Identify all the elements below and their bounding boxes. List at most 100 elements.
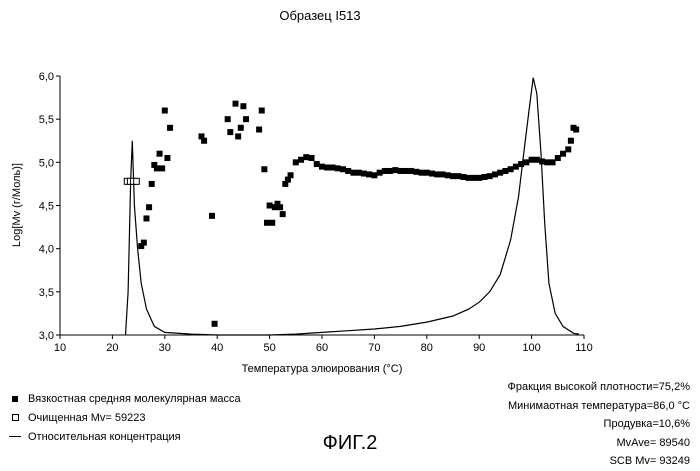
data-point-viscosity <box>387 168 393 174</box>
chart-title: Образец I513 <box>279 8 360 23</box>
data-point-viscosity <box>403 168 409 174</box>
data-point-viscosity <box>497 170 503 176</box>
data-point-viscosity <box>529 157 535 163</box>
y-tick-label: 5,5 <box>39 114 54 126</box>
data-point-viscosity <box>392 167 398 173</box>
data-point-viscosity <box>550 159 556 165</box>
data-point-viscosity <box>314 161 320 167</box>
data-point-viscosity <box>157 151 163 157</box>
y-tick-label: 4,5 <box>39 201 54 213</box>
data-point-viscosity <box>350 170 356 176</box>
y-tick-label: 4,0 <box>39 244 54 256</box>
data-point-viscosity <box>162 108 168 114</box>
data-point-viscosity <box>534 157 540 163</box>
data-point-viscosity <box>235 133 241 139</box>
stat-minimum-temperature: Минимаотная температура=86,0 °C <box>507 397 690 416</box>
data-point-viscosity <box>492 171 498 177</box>
x-tick-label: 100 <box>522 342 540 354</box>
y-tick-label: 6,0 <box>39 71 54 83</box>
x-tick-label: 110 <box>575 342 593 354</box>
data-point-viscosity <box>146 204 152 210</box>
data-point-viscosity <box>450 173 456 179</box>
data-point-viscosity <box>269 220 275 226</box>
data-point-viscosity <box>445 172 451 178</box>
data-point-viscosity <box>560 151 566 157</box>
data-point-viscosity <box>429 171 435 177</box>
y-axis-label: Log[Mv (г/Моль)] <box>11 163 23 247</box>
data-point-viscosity <box>508 166 514 172</box>
data-point-viscosity <box>518 161 524 167</box>
data-point-viscosity <box>555 155 561 161</box>
filled-square-marker-icon <box>8 396 22 402</box>
data-point-viscosity <box>288 172 294 178</box>
data-point-viscosity <box>424 170 430 176</box>
data-point-purified <box>134 178 140 184</box>
data-point-viscosity <box>361 171 367 177</box>
series-line-concentration <box>126 78 579 335</box>
data-point-viscosity <box>277 204 283 210</box>
data-point-viscosity <box>280 211 286 217</box>
x-axis-label: Температура элюирования (°C) <box>242 363 403 375</box>
data-point-viscosity <box>481 174 487 180</box>
data-point-viscosity <box>398 168 404 174</box>
data-point-viscosity <box>502 168 508 174</box>
data-point-viscosity <box>201 138 207 144</box>
legend-label: Очищенная Mv= 59223 <box>28 412 146 424</box>
data-point-viscosity <box>243 116 249 122</box>
x-tick-label: 60 <box>316 342 328 354</box>
legend-item-viscosity: Вязкостная средняя молекулярная масса <box>8 389 241 408</box>
data-point-viscosity <box>377 170 383 176</box>
data-point-viscosity <box>455 173 461 179</box>
data-point-viscosity <box>371 172 377 178</box>
data-point-viscosity <box>319 164 325 170</box>
x-tick-label: 30 <box>159 342 171 354</box>
plot-area: 1020304050607080901001103,03,54,04,55,05… <box>39 71 593 354</box>
data-point-viscosity <box>544 159 550 165</box>
data-point-viscosity <box>225 116 231 122</box>
data-point-viscosity <box>565 146 571 152</box>
stat-purge: Продувка=10,6% <box>507 415 690 434</box>
data-point-viscosity <box>366 171 372 177</box>
data-point-viscosity <box>298 157 304 163</box>
data-point-viscosity <box>256 127 262 133</box>
data-point-viscosity <box>212 321 218 327</box>
data-point-viscosity <box>238 125 244 131</box>
legend-label: Вязкостная средняя молекулярная масса <box>28 393 241 405</box>
x-tick-label: 80 <box>421 342 433 354</box>
data-point-viscosity <box>303 154 309 160</box>
x-tick-label: 10 <box>54 342 66 354</box>
y-tick-label: 3,0 <box>39 330 54 342</box>
y-tick-label: 5,0 <box>39 157 54 169</box>
data-point-viscosity <box>413 169 419 175</box>
data-point-viscosity <box>149 181 155 187</box>
statistics-block: Фракция высокой плотности=75,2% Минимаот… <box>507 378 690 471</box>
data-point-viscosity <box>233 101 239 107</box>
data-point-viscosity <box>539 158 545 164</box>
open-square-marker-icon <box>8 414 22 421</box>
data-point-viscosity <box>345 168 351 174</box>
x-tick-label: 70 <box>368 342 380 354</box>
data-point-viscosity <box>143 215 149 221</box>
figure-label: ФИГ.2 <box>0 432 700 455</box>
x-tick-label: 90 <box>473 342 485 354</box>
stat-high-density-fraction: Фракция высокой плотности=75,2% <box>507 378 690 397</box>
data-point-viscosity <box>267 203 273 209</box>
data-point-viscosity <box>356 170 362 176</box>
x-tick-label: 20 <box>106 342 118 354</box>
data-point-viscosity <box>419 170 425 176</box>
data-point-viscosity <box>240 103 246 109</box>
data-point-viscosity <box>573 127 579 133</box>
data-point-viscosity <box>167 125 173 131</box>
data-point-viscosity <box>209 213 215 219</box>
x-tick-label: 40 <box>211 342 223 354</box>
data-point-viscosity <box>259 108 265 114</box>
data-point-viscosity <box>340 166 346 172</box>
data-point-viscosity <box>434 171 440 177</box>
data-point-viscosity <box>523 159 529 165</box>
data-point-viscosity <box>466 175 472 181</box>
data-point-viscosity <box>309 155 315 161</box>
data-point-viscosity <box>264 220 270 226</box>
data-point-viscosity <box>324 165 330 171</box>
data-point-viscosity <box>440 171 446 177</box>
data-point-viscosity <box>335 165 341 171</box>
